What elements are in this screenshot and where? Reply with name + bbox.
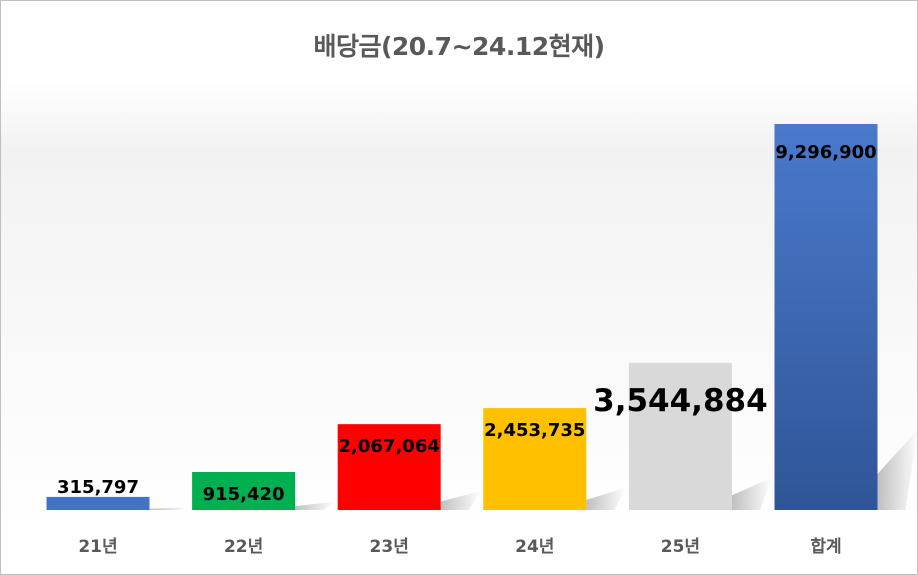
data-label-4: 3,544,884 [593, 383, 768, 419]
chart-title: 배당금(20.7~24.12현재) [313, 32, 605, 61]
bar-5 [774, 124, 878, 510]
data-label-0: 315,797 [57, 477, 139, 498]
x-tick-label-5: 합계 [810, 536, 841, 557]
bar-shadow [731, 477, 772, 510]
bar-shadow [877, 430, 917, 510]
x-tick-label-2: 23년 [370, 537, 409, 557]
x-tick-label-4: 25년 [661, 537, 700, 557]
data-label-5: 9,296,900 [775, 142, 876, 163]
data-label-1: 915,420 [203, 484, 285, 505]
bar-4 [628, 362, 732, 510]
bar-1 [192, 471, 296, 510]
bar-shadow [440, 491, 481, 510]
x-tick-label-0: 21년 [78, 537, 117, 557]
bar-shadow [586, 487, 627, 510]
bar-0 [46, 496, 150, 510]
bar-shadow [295, 501, 336, 510]
data-label-2: 2,067,064 [339, 436, 440, 457]
data-label-3: 2,453,735 [484, 420, 585, 441]
bar-shadow [149, 507, 190, 510]
x-tick-label-1: 22년 [224, 537, 263, 557]
x-tick-label-3: 24년 [515, 537, 554, 557]
bar-3 [483, 408, 587, 510]
bar-2 [337, 424, 441, 510]
